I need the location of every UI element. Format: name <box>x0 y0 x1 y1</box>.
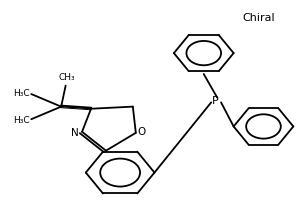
Text: O: O <box>137 127 145 137</box>
Text: H₃C: H₃C <box>13 88 30 97</box>
Text: CH₃: CH₃ <box>59 73 75 82</box>
Text: P: P <box>212 96 219 106</box>
Text: H₃C: H₃C <box>13 116 30 125</box>
Text: Chiral: Chiral <box>243 13 275 23</box>
Text: N: N <box>71 128 79 138</box>
